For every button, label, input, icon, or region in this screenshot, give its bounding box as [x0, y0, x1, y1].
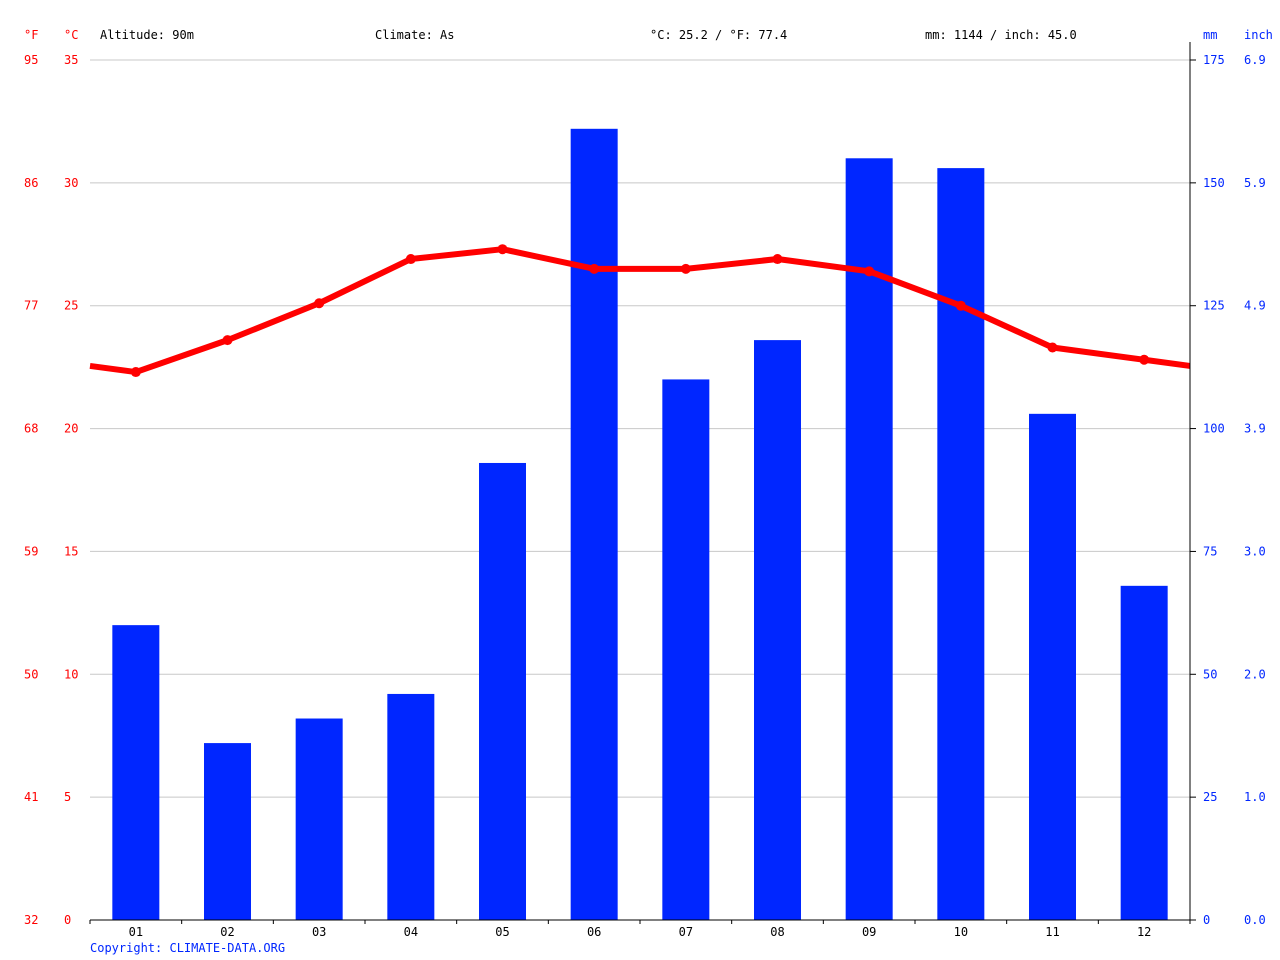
temperature-point — [1047, 342, 1058, 353]
precipitation-bars — [112, 128, 1168, 921]
tick-label-c: 10 — [64, 667, 78, 681]
precipitation-bar — [845, 158, 893, 921]
tick-label-f: 32 — [24, 913, 38, 927]
month-label: 01 — [129, 925, 143, 939]
precipitation-bar — [937, 168, 985, 921]
tick-label-mm: 75 — [1203, 544, 1217, 558]
month-label: 06 — [587, 925, 601, 939]
tick-label-c: 35 — [64, 53, 78, 67]
precipitation-bar — [204, 743, 251, 920]
month-label: 08 — [770, 925, 784, 939]
temperature-point — [680, 263, 691, 274]
temperature-point — [497, 244, 508, 255]
unit-celsius-label: °C — [64, 28, 78, 42]
tick-label-inch: 3.9 — [1244, 422, 1266, 436]
temperature-point — [314, 298, 325, 309]
precipitation-bar — [112, 625, 160, 920]
temperature-polyline — [89, 246, 1191, 376]
temperature-point — [130, 367, 141, 378]
temperature-point — [864, 266, 875, 277]
tick-label-mm: 50 — [1203, 667, 1217, 681]
tick-label-c: 15 — [64, 544, 78, 558]
precipitation-bar — [754, 340, 801, 921]
unit-mm-label: mm — [1203, 28, 1217, 42]
month-label: 11 — [1045, 925, 1059, 939]
tick-label-c: 0 — [64, 913, 71, 927]
tick-label-inch: 5.9 — [1244, 176, 1266, 190]
precipitation-bar — [1029, 413, 1076, 920]
tick-label-mm: 100 — [1203, 422, 1225, 436]
climate-label: Climate: As — [375, 28, 454, 42]
tick-label-inch: 6.9 — [1244, 53, 1266, 67]
temperature-point — [222, 335, 233, 346]
tick-label-inch: 1.0 — [1244, 790, 1266, 804]
precipitation-bar — [570, 128, 618, 921]
tick-label-c: 20 — [64, 422, 78, 436]
tick-label-mm: 150 — [1203, 176, 1225, 190]
temperature-point — [589, 263, 600, 274]
altitude-label: Altitude: 90m — [100, 28, 194, 42]
month-label: 04 — [404, 925, 418, 939]
unit-fahrenheit-label: °F — [24, 28, 38, 42]
tick-label-mm: 175 — [1203, 53, 1225, 67]
tick-label-f: 59 — [24, 544, 38, 558]
month-label: 10 — [954, 925, 968, 939]
tick-label-mm: 25 — [1203, 790, 1217, 804]
temperature-point — [405, 254, 416, 265]
tick-label-inch: 3.0 — [1244, 544, 1266, 558]
month-label: 03 — [312, 925, 326, 939]
copyright-label: Copyright: CLIMATE-DATA.ORG — [90, 941, 285, 955]
tick-label-inch: 2.0 — [1244, 667, 1266, 681]
grid-lines — [90, 59, 1190, 798]
tick-label-mm: 125 — [1203, 299, 1225, 313]
tick-label-c: 25 — [64, 299, 78, 313]
tick-label-f: 77 — [24, 299, 38, 313]
tick-label-f: 50 — [24, 667, 38, 681]
tick-label-f: 41 — [24, 790, 38, 804]
precipitation-bar — [662, 379, 710, 920]
axis-labels: °F °C mm inch Altitude: 90m Climate: As … — [24, 28, 1273, 955]
precipitation-total-label: mm: 1144 / inch: 45.0 — [925, 28, 1077, 42]
month-label: 09 — [862, 925, 876, 939]
tick-label-inch: 0.0 — [1244, 913, 1266, 927]
temperature-line — [89, 244, 1191, 378]
tick-label-c: 30 — [64, 176, 78, 190]
temperature-point — [955, 300, 966, 311]
month-label: 12 — [1137, 925, 1151, 939]
month-label: 02 — [220, 925, 234, 939]
tick-label-inch: 4.9 — [1244, 299, 1266, 313]
tick-label-f: 68 — [24, 422, 38, 436]
temperature-average-label: °C: 25.2 / °F: 77.4 — [650, 28, 787, 42]
tick-label-mm: 0 — [1203, 913, 1210, 927]
tick-label-c: 5 — [64, 790, 71, 804]
tick-label-f: 95 — [24, 53, 38, 67]
month-label: 05 — [495, 925, 509, 939]
tick-label-f: 86 — [24, 176, 38, 190]
month-label: 07 — [679, 925, 693, 939]
axes — [89, 42, 1196, 924]
precipitation-bar — [479, 462, 526, 920]
precipitation-bar — [387, 693, 435, 920]
temperature-point — [1139, 354, 1150, 365]
temperature-point — [772, 254, 783, 265]
precipitation-bar — [295, 718, 343, 920]
precipitation-bar — [1120, 585, 1168, 920]
unit-inch-label: inch — [1244, 28, 1273, 42]
